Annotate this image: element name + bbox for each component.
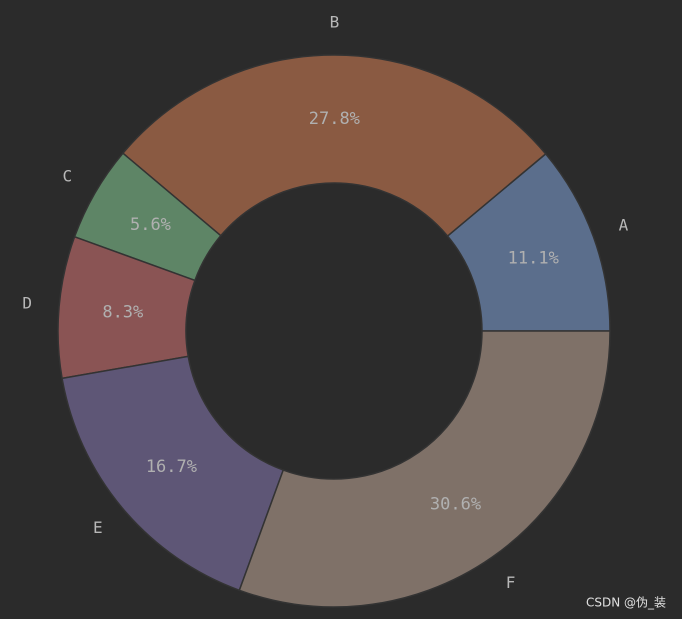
category-label: A: [619, 215, 629, 234]
wedge: [61, 355, 285, 592]
value-label: 16.7%: [146, 457, 197, 477]
wedge: [238, 330, 611, 608]
wedge: [121, 54, 547, 238]
value-label: 30.6%: [430, 495, 481, 515]
category-label: E: [93, 518, 103, 537]
value-label: 5.6%: [130, 215, 171, 235]
value-label: 11.1%: [508, 249, 559, 269]
watermark: CSDN @伪_装: [586, 596, 666, 610]
value-label: 8.3%: [102, 302, 143, 322]
category-label: C: [63, 166, 73, 185]
category-label: F: [506, 573, 516, 592]
category-label: D: [22, 293, 32, 312]
value-label: 27.8%: [309, 109, 360, 129]
category-label: B: [330, 13, 340, 32]
